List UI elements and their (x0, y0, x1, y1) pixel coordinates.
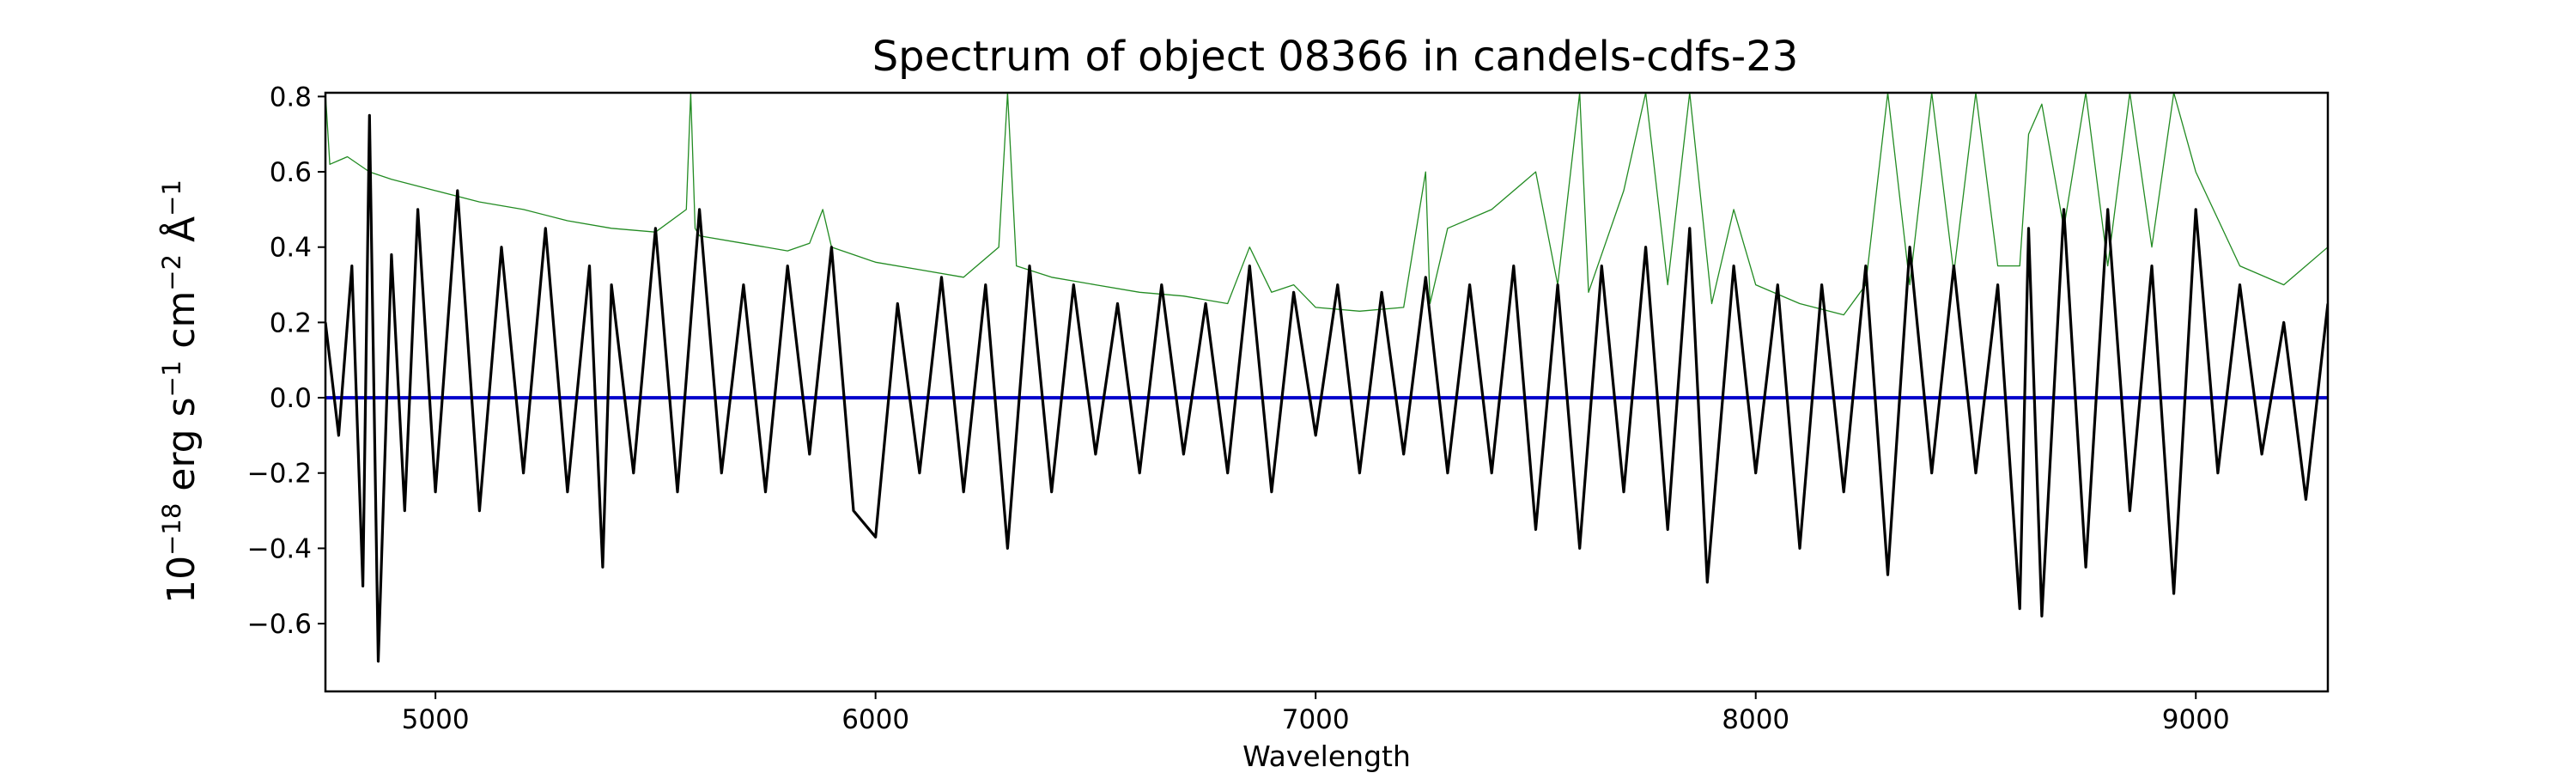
y-axis-label: 10−18 erg s−1 cm−2 Å−1 (157, 180, 204, 604)
y-axis-label-base: 10 (160, 556, 204, 604)
x-tick-label: 9000 (2162, 704, 2230, 735)
y-tick-label: 0.0 (270, 383, 312, 414)
plot-area (324, 91, 2330, 693)
series-line-error (325, 93, 2328, 316)
y-tick-label: 0.6 (270, 157, 312, 188)
plot-frame (324, 91, 2330, 693)
x-tick-label: 8000 (1722, 704, 1789, 735)
y-tick-label: −0.2 (247, 459, 312, 490)
y-tick-label: −0.6 (247, 609, 312, 640)
x-tick-label: 5000 (402, 704, 470, 735)
y-axis-label-cm: cm (160, 291, 204, 361)
y-axis: −0.6 −0.4 −0.2 0.0 0.2 0.4 0.6 0.8 (247, 82, 325, 640)
y-tick-label: 0.8 (270, 82, 312, 113)
y-axis-label-cm-exponent: −2 (157, 254, 186, 291)
series-line-flux (325, 113, 2328, 663)
y-axis-label-erg: erg s (160, 397, 204, 502)
y-axis-label-angstrom-exponent: −1 (157, 180, 186, 216)
x-tick-label: 6000 (841, 704, 909, 735)
y-axis-label-s-exponent: −1 (157, 361, 186, 398)
x-axis: 5000 6000 7000 8000 9000 (402, 691, 2230, 735)
y-axis-label-angstrom: Å (158, 216, 204, 254)
y-tick-label: 0.2 (270, 307, 312, 338)
y-axis-label-exponent: −18 (157, 503, 186, 556)
y-tick-label: 0.4 (270, 233, 312, 264)
x-axis-label: Wavelength (1242, 740, 1411, 773)
chart-title: Spectrum of object 08366 in candels-cdfs… (872, 33, 1799, 81)
x-tick-label: 7000 (1282, 704, 1350, 735)
y-tick-label: −0.4 (247, 533, 312, 564)
